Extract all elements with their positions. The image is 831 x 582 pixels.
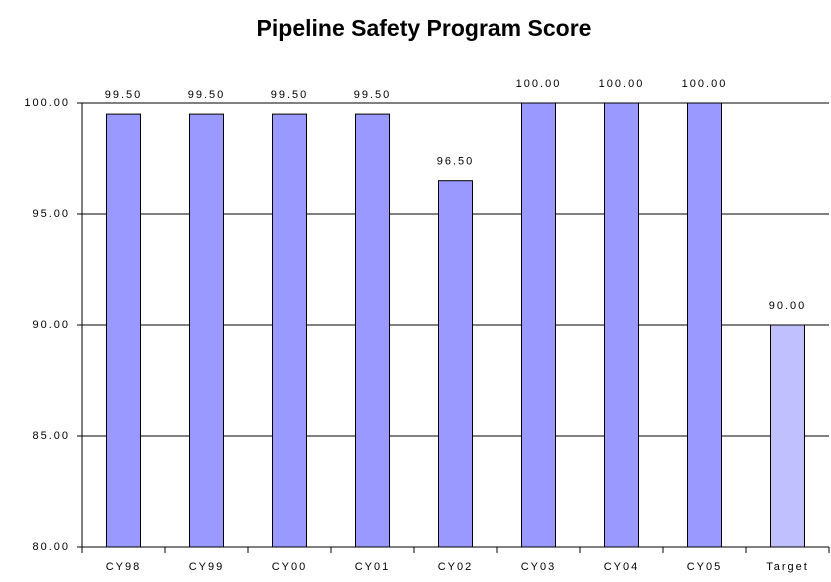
x-tick-label: Target [766,561,809,573]
bar [521,102,556,548]
data-label: 100.00 [682,78,728,90]
x-tick-label: CY02 [438,561,474,573]
data-label: 99.50 [271,89,309,101]
bar [438,180,473,548]
data-label: 96.50 [437,156,475,168]
data-label: 99.50 [354,89,392,101]
y-tick-label: 95.00 [32,208,70,220]
x-tick-label: CY03 [521,561,557,573]
bar [272,113,307,548]
data-label: 90.00 [769,300,807,312]
data-label: 99.50 [188,89,226,101]
y-tick-label: 85.00 [32,430,70,442]
y-tick-label: 90.00 [32,319,70,331]
data-label: 100.00 [516,78,562,90]
y-tick-label: 100.00 [24,97,70,109]
y-tick-label: 80.00 [32,541,70,553]
bar [355,113,390,548]
x-tick-label: CY00 [272,561,308,573]
x-tick-label: CY98 [106,561,142,573]
x-tick-label: CY99 [189,561,225,573]
chart-title: Pipeline Safety Program Score [257,15,592,41]
bar [770,324,805,548]
x-tick-label: CY05 [687,561,723,573]
x-tick-label: CY01 [355,561,391,573]
bar [687,102,722,548]
x-tick-label: CY04 [604,561,640,573]
data-label: 99.50 [105,89,143,101]
bar [604,102,639,548]
data-label: 100.00 [599,78,645,90]
bar [189,113,224,548]
bar [106,113,141,548]
